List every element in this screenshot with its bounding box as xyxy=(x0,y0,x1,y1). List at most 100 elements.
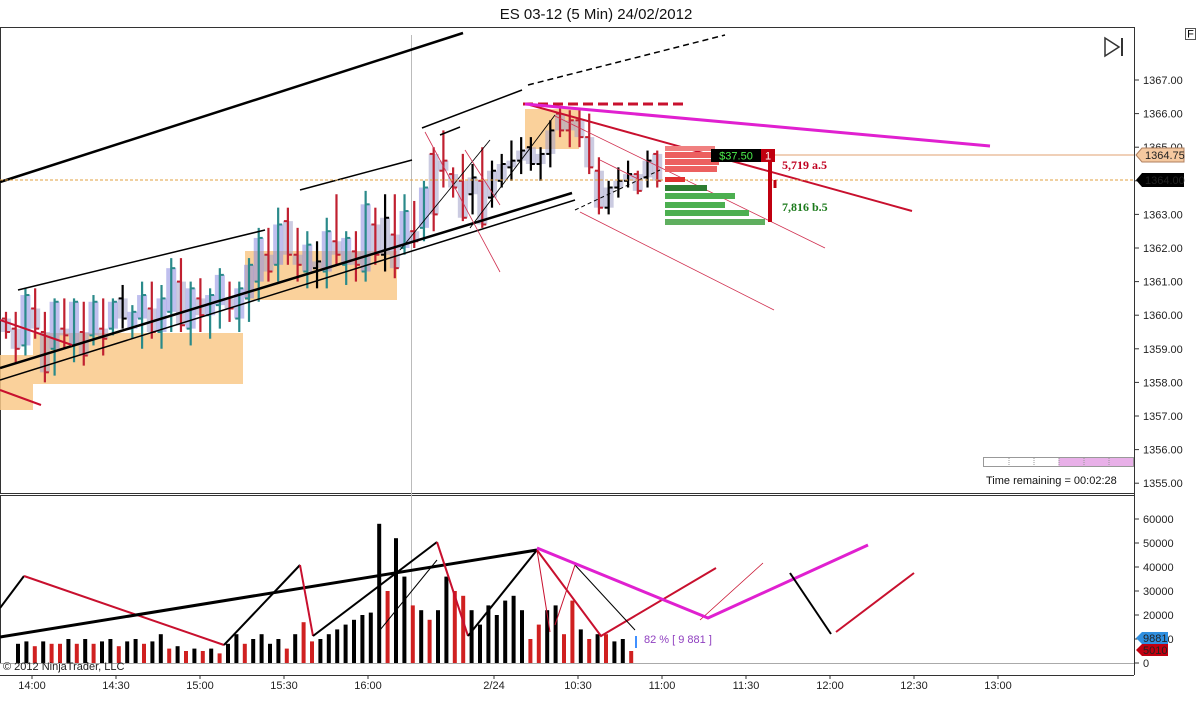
price-bar xyxy=(535,147,546,181)
price-bar xyxy=(487,160,497,208)
price-bar xyxy=(107,298,118,336)
volume-bar xyxy=(612,641,617,663)
position-pnl: $37.50 xyxy=(719,151,753,163)
market-depth-histogram xyxy=(665,146,765,225)
volume-bar xyxy=(352,619,356,663)
volume-bar xyxy=(520,610,524,663)
volume-bar xyxy=(360,615,365,663)
volume-bars xyxy=(16,523,634,663)
price-bar xyxy=(477,147,488,228)
price-axis: 1367.001366.001365.001364.001363.001362.… xyxy=(1134,75,1183,490)
price-tick-label: 1356.00 xyxy=(1143,445,1183,457)
volume-bar xyxy=(368,612,373,663)
price-bar xyxy=(244,258,254,322)
volume-bar xyxy=(444,576,449,663)
volume-bar xyxy=(125,641,130,663)
price-tick-label: 1363.00 xyxy=(1143,209,1183,221)
price-bar xyxy=(224,281,235,322)
price-bar xyxy=(574,110,585,148)
price-bar xyxy=(137,281,148,349)
price-bar xyxy=(302,231,313,289)
position-marker[interactable]: $37.50 1 xyxy=(711,149,777,222)
price-bar xyxy=(273,207,284,282)
volume-bar xyxy=(167,648,172,663)
volume-bar xyxy=(511,595,516,663)
volume-bar xyxy=(150,641,155,663)
price-bar xyxy=(525,137,536,171)
price-bar xyxy=(20,288,31,356)
volume-bar xyxy=(217,653,222,663)
volume-bar xyxy=(402,576,407,663)
volume-bar xyxy=(469,610,474,663)
volume-bar xyxy=(268,643,272,663)
time-remaining-label: Time remaining = 00:02:28 xyxy=(986,475,1117,487)
volume-bar xyxy=(32,646,37,663)
volume-bar xyxy=(528,639,533,663)
volume-bar xyxy=(318,639,323,663)
volume-tick-label: 50000 xyxy=(1143,538,1174,550)
current-price-tag: 1364.00 xyxy=(1136,173,1185,187)
volume-bar xyxy=(620,639,625,663)
volume-bar xyxy=(284,648,289,663)
price-bar xyxy=(282,207,293,265)
time-tick-label: 16:00 xyxy=(354,680,382,692)
last-up-volume-value: 9881 xyxy=(1143,633,1167,645)
price-bar xyxy=(360,190,371,282)
price-bar xyxy=(593,157,604,215)
price-bar xyxy=(632,170,643,195)
current-price-value: 1364.00 xyxy=(1145,175,1185,187)
price-tick-label: 1359.00 xyxy=(1143,344,1183,356)
price-bar xyxy=(496,153,507,188)
volume-bar xyxy=(293,634,298,663)
price-bar xyxy=(10,311,21,363)
bar-timer: Time remaining = 00:02:28 xyxy=(983,457,1134,487)
volume-bar xyxy=(116,646,121,663)
volume-bar xyxy=(536,624,541,663)
time-axis: 14:00 14:30 15:00 15:30 16:00 2/24 10:30 11:00 1… xyxy=(18,675,1012,692)
volume-bar xyxy=(100,641,104,663)
volume-bar xyxy=(242,643,247,663)
volume-swing-lines xyxy=(0,541,915,646)
position-qty: 1 xyxy=(765,151,771,163)
price-bar xyxy=(88,295,99,346)
volume-panel-frame xyxy=(0,495,1135,664)
volume-bar xyxy=(570,600,575,663)
ask-size-label: 5,719 a.5 xyxy=(782,158,827,172)
volume-bar xyxy=(478,624,482,663)
price-bar xyxy=(214,268,225,329)
price-bar xyxy=(117,284,128,329)
volume-bar xyxy=(335,629,340,663)
price-bar xyxy=(603,180,614,215)
last-down-volume-tag: 5010 xyxy=(1136,644,1168,657)
price-bar xyxy=(584,113,595,175)
price-tick-label: 1361.00 xyxy=(1143,277,1183,289)
chart-title: ES 03-12 (5 Min) 24/02/2012 xyxy=(500,6,693,23)
price-tick-label: 1367.00 xyxy=(1143,75,1183,87)
price-bar xyxy=(467,164,478,215)
price-bar xyxy=(448,167,459,198)
volume-bar xyxy=(175,646,180,663)
volume-bar xyxy=(427,619,432,663)
price-bar xyxy=(457,153,468,222)
reference-price-value: 1364.75 xyxy=(1145,150,1185,162)
replay-toggle-icon[interactable] xyxy=(1104,36,1123,58)
volume-bar xyxy=(58,643,62,663)
volume-tick-label: 40000 xyxy=(1143,562,1174,574)
bar-timer-fill xyxy=(1058,458,1133,466)
volume-bar xyxy=(578,629,583,663)
price-bar xyxy=(545,120,556,168)
price-bar xyxy=(156,284,167,349)
format-button[interactable]: F xyxy=(1185,28,1196,41)
price-bar xyxy=(428,147,439,232)
price-bar xyxy=(234,281,245,332)
price-bar xyxy=(389,194,400,279)
volume-bar xyxy=(234,634,239,663)
volume-bar xyxy=(503,600,508,663)
time-tick-label: 10:30 xyxy=(564,680,592,692)
time-tick-label: 12:30 xyxy=(900,680,928,692)
volume-bar xyxy=(66,639,71,663)
volume-bar xyxy=(91,643,96,663)
volume-bar xyxy=(385,591,390,663)
volume-bar xyxy=(301,622,306,663)
